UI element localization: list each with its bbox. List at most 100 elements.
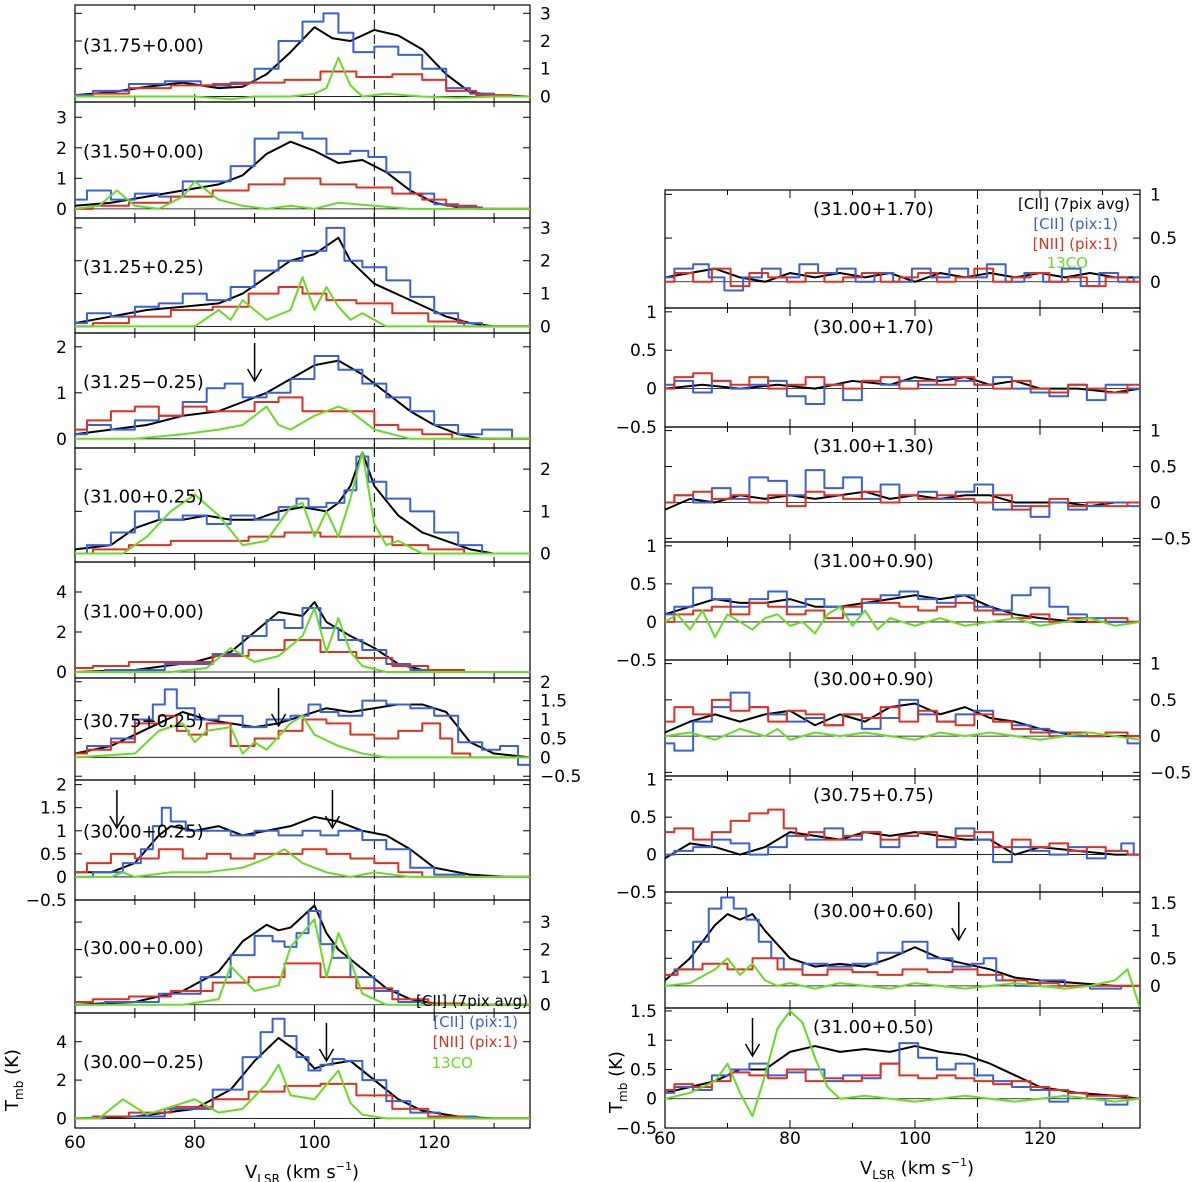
y-tick-label: 2: [540, 460, 551, 480]
y-tick-label: 0.5: [1150, 691, 1177, 711]
x-tick-label: 60: [64, 1133, 86, 1153]
legend-nii-pix: [NII] (pix:1): [433, 1033, 518, 1051]
arrow-head: [246, 368, 263, 383]
series-line-13co: [75, 276, 530, 328]
y-tick-label: 3: [540, 4, 551, 24]
series-line-13co: [665, 727, 1140, 741]
position-label: (30.00+0.25): [83, 822, 204, 843]
arrow-head: [324, 815, 341, 830]
y-tick-label: 1.5: [40, 799, 67, 819]
spectrum-panel-right-4: −0.5 0 0.5 1 (31.00+0.90): [616, 537, 1141, 671]
y-tick-label: 0.5: [1150, 949, 1177, 969]
position-label: (31.25+0.25): [83, 257, 204, 278]
y-tick-label: 1: [646, 537, 657, 557]
y-tick-label: 2: [540, 941, 551, 961]
spectrum-panel-right-8: −0.5 0 0.5 1 1.5 (31.00+0.50): [616, 1002, 1141, 1139]
series-line-cii-pix: [75, 131, 530, 210]
series-line-13co: [665, 957, 1140, 1008]
legend-cii-pix: [CII] (pix:1): [1033, 215, 1118, 233]
series-line-nii-pix: [665, 490, 1140, 511]
y-tick-label: 0: [540, 87, 551, 107]
series-line-13co: [665, 1009, 1140, 1118]
series-line-cii-pix: [665, 586, 1140, 623]
y-tick-label: 4: [56, 583, 67, 603]
panel-frame: [74, 1012, 531, 1129]
left-y-axis-label: Tmb (K): [2, 1049, 26, 1112]
panel-grid: 0 1 2 3 (31.75+0.00) 0 1 2 3 (31.50+0.00) 0 1 2 3 (31.…: [26, 4, 1192, 1153]
series-line-13co: [75, 180, 530, 210]
series-line-cii-pix: [75, 226, 530, 328]
spectrum-panel-left-2: 0 1 2 3 (31.50+0.00): [56, 101, 531, 220]
series-line-nii-pix: [75, 962, 530, 1006]
y-tick-label: −0.5: [26, 891, 67, 911]
y-tick-label: 0: [1150, 977, 1161, 997]
y-tick-label: 2: [56, 776, 67, 796]
series-line-nii-pix: [665, 372, 1140, 394]
series-line-nii-pix: [665, 267, 1140, 288]
y-tick-label: 0.5: [630, 575, 657, 595]
figure-annotations: VLSR (km s−1) VLSR (km s−1) Tmb (K) Tmb …: [2, 195, 1130, 1182]
x-tick-label: 80: [184, 1133, 206, 1153]
x-tick-label: 120: [1024, 1129, 1056, 1149]
y-tick-label: 0: [646, 613, 657, 633]
y-tick-label: 1: [540, 285, 551, 305]
y-tick-label: 0.5: [630, 808, 657, 828]
y-tick-label: 2: [56, 1071, 67, 1091]
position-label: (31.00+0.90): [813, 551, 934, 572]
legend-cii-pix: [CII] (pix:1): [433, 1013, 518, 1031]
y-tick-label: 1: [56, 169, 67, 189]
position-label: (31.00+0.25): [83, 487, 204, 508]
y-tick-label: 0: [56, 200, 67, 220]
y-tick-label: 1: [540, 968, 551, 988]
y-tick-label: 0: [56, 868, 67, 888]
series-line-cii-avg: [75, 26, 530, 98]
y-tick-label: 0.5: [1150, 229, 1177, 249]
panel-frame: [664, 1007, 1141, 1129]
spectrum-panel-right-5: −0.5 0 0.5 1 (30.00+0.90): [664, 655, 1191, 783]
position-label: (31.00+0.50): [813, 1017, 934, 1038]
y-tick-label: 0: [540, 748, 551, 768]
series-line-cii-pix: [665, 469, 1140, 518]
y-tick-label: 0: [646, 380, 657, 400]
y-tick-label: 0.5: [1150, 458, 1177, 478]
y-tick-label: 1.5: [630, 1002, 657, 1022]
y-tick-label: 0: [1150, 727, 1161, 747]
arrow-head: [744, 1043, 761, 1058]
position-label: (30.00+0.00): [83, 938, 204, 959]
y-tick-label: 1: [1150, 655, 1161, 675]
y-tick-label: 0: [540, 996, 551, 1016]
y-tick-label: 2: [56, 139, 67, 159]
series-line-13co: [75, 1063, 530, 1120]
y-tick-label: 1.5: [540, 692, 567, 712]
y-tick-label: 0: [56, 1109, 67, 1129]
position-label: (31.00+0.00): [83, 602, 204, 623]
arrow-head: [951, 927, 967, 942]
y-tick-label: −0.5: [616, 1119, 657, 1139]
series-line-13co: [665, 605, 1140, 639]
y-tick-label: −0.5: [540, 767, 581, 787]
position-label: (30.75+0.75): [813, 785, 934, 806]
series-line-cii-avg: [665, 376, 1140, 394]
position-label: (31.25−0.25): [83, 372, 204, 393]
series-line-cii-pix: [75, 455, 530, 555]
y-tick-label: 2: [540, 673, 551, 693]
position-label: (31.75+0.00): [83, 36, 204, 57]
y-tick-label: 1: [1150, 922, 1161, 942]
spectrum-panel-left-3: 0 1 2 3 (31.25+0.25): [74, 217, 551, 337]
y-tick-label: 1: [56, 822, 67, 842]
y-tick-label: 0: [540, 317, 551, 337]
y-tick-label: 0: [56, 430, 67, 450]
y-tick-label: 3: [56, 108, 67, 128]
y-tick-label: 0: [1150, 493, 1161, 513]
series-line-cii-avg: [665, 594, 1140, 623]
legend-nii-pix: [NII] (pix:1): [1033, 235, 1118, 253]
y-tick-label: 1: [56, 384, 67, 404]
y-tick-label: −0.5: [1150, 529, 1191, 549]
y-tick-label: 0: [540, 545, 551, 565]
series-line-nii-pix: [665, 808, 1140, 856]
series-line-nii-pix: [75, 177, 530, 210]
legend-bottom: [CII] (7pix avg) [CII] (pix:1) [NII] (pi…: [416, 992, 528, 1072]
spectrum-panel-right-2: −0.5 0 0.5 1 (30.00+1.70): [616, 303, 1141, 438]
legend-13co: 13CO: [1047, 254, 1088, 272]
series-line-nii-pix: [75, 396, 530, 440]
